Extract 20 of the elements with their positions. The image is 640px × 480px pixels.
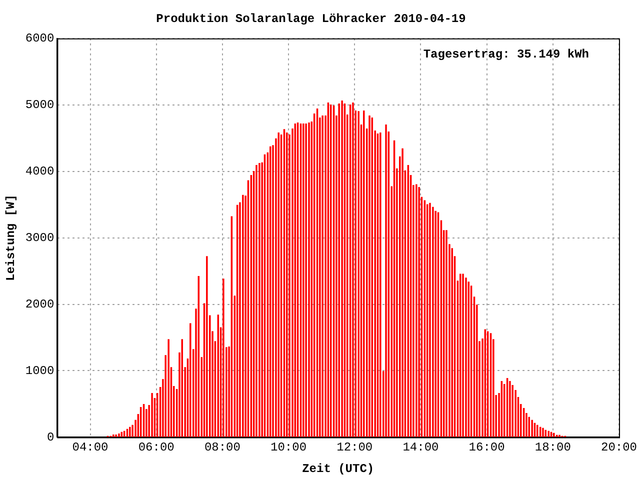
x-tick-label: 14:00: [402, 440, 439, 455]
y-tick-label: 1000: [25, 364, 54, 378]
y-tick-label: 5000: [25, 98, 54, 112]
y-tick-label: 3000: [25, 230, 54, 245]
x-tick-label: 20:00: [600, 440, 638, 455]
x-tick-label: 04:00: [72, 440, 108, 455]
y-tick-label: 0: [47, 430, 54, 444]
chart-title: Produktion Solaranlage Löhracker 2010-04-19: [156, 12, 466, 26]
x-tick-label: 16:00: [468, 440, 505, 455]
x-tick-label: 08:00: [204, 440, 240, 455]
x-tick-label: 18:00: [534, 440, 571, 455]
x-tick-label: 10:00: [270, 440, 307, 455]
annotation: Tagesertrag: 35.149 kWh: [423, 47, 589, 62]
y-tick-label: 6000: [25, 32, 54, 46]
y-tick-label: 4000: [25, 164, 54, 179]
y-axis-title: Leistung [W]: [4, 194, 18, 282]
x-axis-title: Zeit (UTC): [302, 462, 374, 476]
y-tick-label: 2000: [25, 297, 54, 312]
x-tick-label: 12:00: [336, 440, 373, 455]
x-tick-label: 06:00: [138, 440, 174, 455]
